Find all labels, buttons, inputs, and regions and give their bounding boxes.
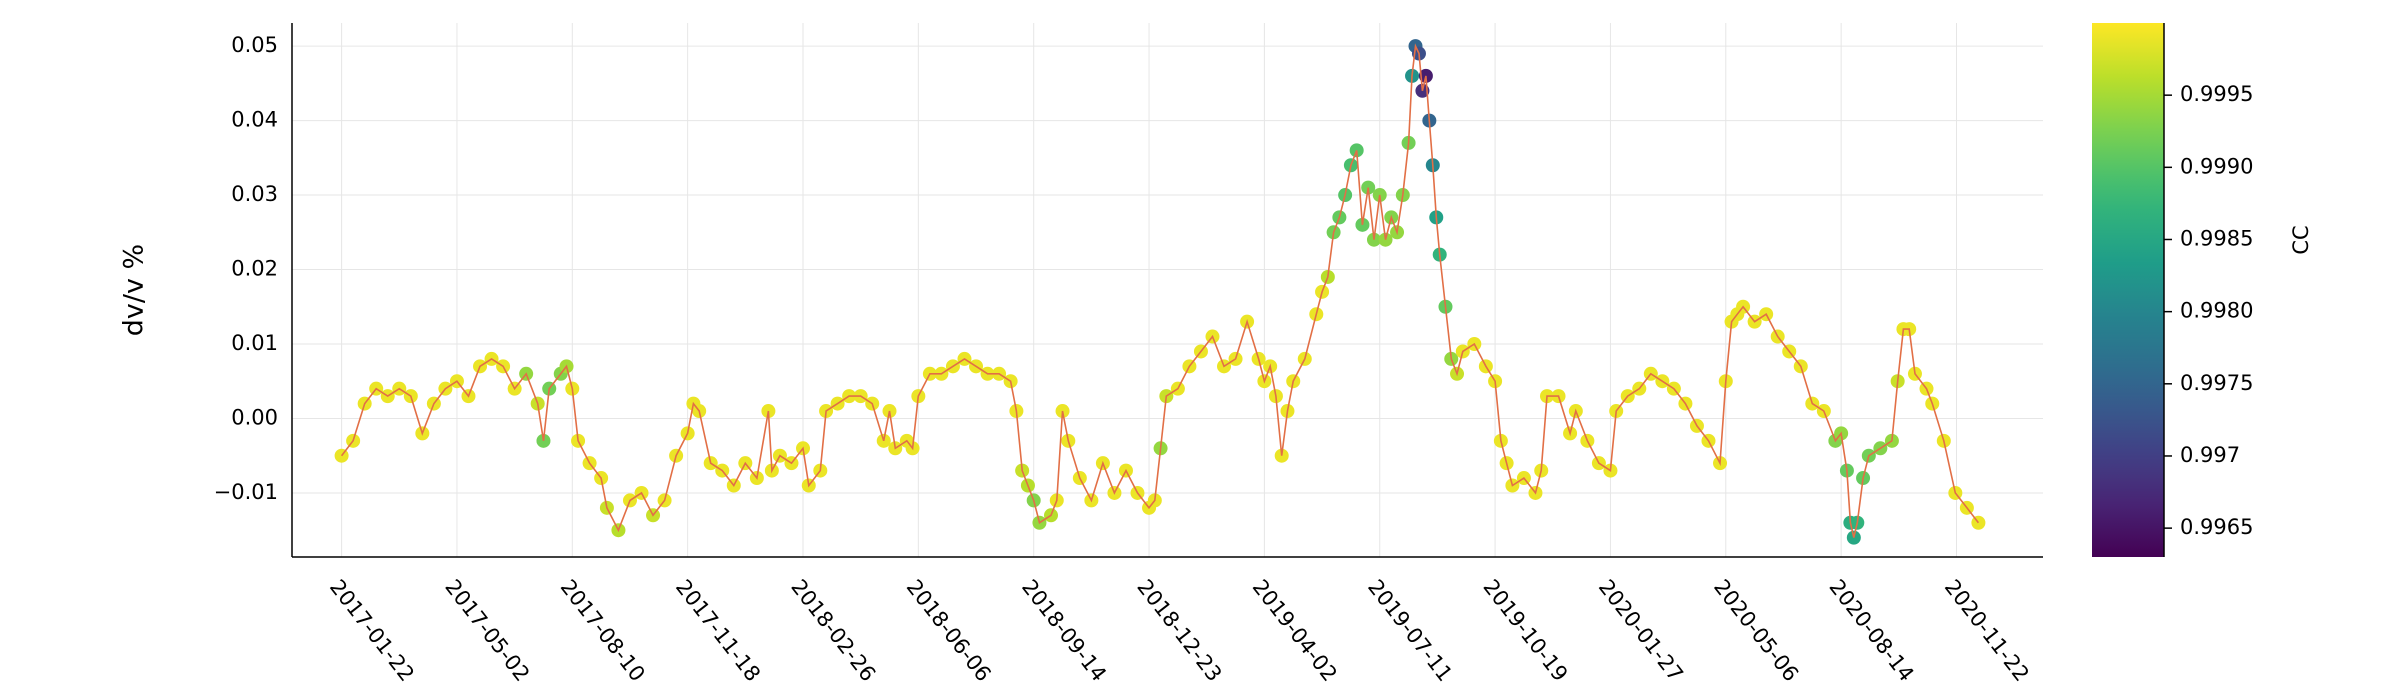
x-tick-label: 2019-07-11: [1363, 575, 1457, 686]
y-tick-label: 0.03: [231, 182, 278, 206]
colorbar-label: CC: [2289, 225, 2313, 254]
data-point: [334, 448, 349, 463]
x-tick-label: 2017-11-18: [671, 575, 765, 686]
colorbar-tick-label: 0.9990: [2180, 154, 2253, 178]
colorbar-tick-label: 0.9985: [2180, 226, 2253, 250]
y-tick-label: 0.02: [231, 257, 278, 281]
y-tick-label: −0.01: [214, 480, 278, 504]
data-line: [340, 43, 1980, 538]
y-axis-label: dv/v %: [119, 244, 150, 336]
colorbar-tick-label: 0.997: [2180, 443, 2240, 467]
x-tick-label: 2019-10-19: [1478, 575, 1572, 686]
x-tick-label: 2018-09-14: [1017, 575, 1111, 686]
y-tick-label: 0.01: [231, 331, 278, 355]
x-tick-label: 2018-02-26: [786, 575, 880, 686]
x-tick-label: 2020-08-14: [1824, 575, 1918, 686]
x-tick-label: 2017-05-02: [440, 575, 534, 686]
x-tick-label: 2017-01-22: [325, 575, 419, 686]
colorbar-tick-label: 0.9965: [2180, 515, 2253, 539]
y-tick-label: 0.00: [231, 405, 278, 429]
x-tick-label: 2019-04-02: [1248, 575, 1342, 686]
colorbar-tick-label: 0.9980: [2180, 299, 2253, 323]
colorbar-tick-label: 0.9995: [2180, 82, 2253, 106]
x-tick-label: 2020-05-06: [1709, 575, 1803, 686]
x-tick-label: 2020-01-27: [1594, 575, 1688, 686]
x-tick-label: 2020-11-22: [1940, 575, 2034, 686]
colorbar: [2092, 23, 2164, 557]
x-tick-label: 2017-08-10: [556, 575, 650, 686]
x-tick-label: 2018-06-06: [902, 575, 996, 686]
data-point: [1971, 515, 1986, 530]
x-tick-label: 2018-12-23: [1132, 575, 1226, 686]
y-tick-label: 0.04: [231, 108, 278, 132]
y-tick-label: 0.05: [231, 33, 278, 57]
colorbar-tick-label: 0.9975: [2180, 371, 2253, 395]
